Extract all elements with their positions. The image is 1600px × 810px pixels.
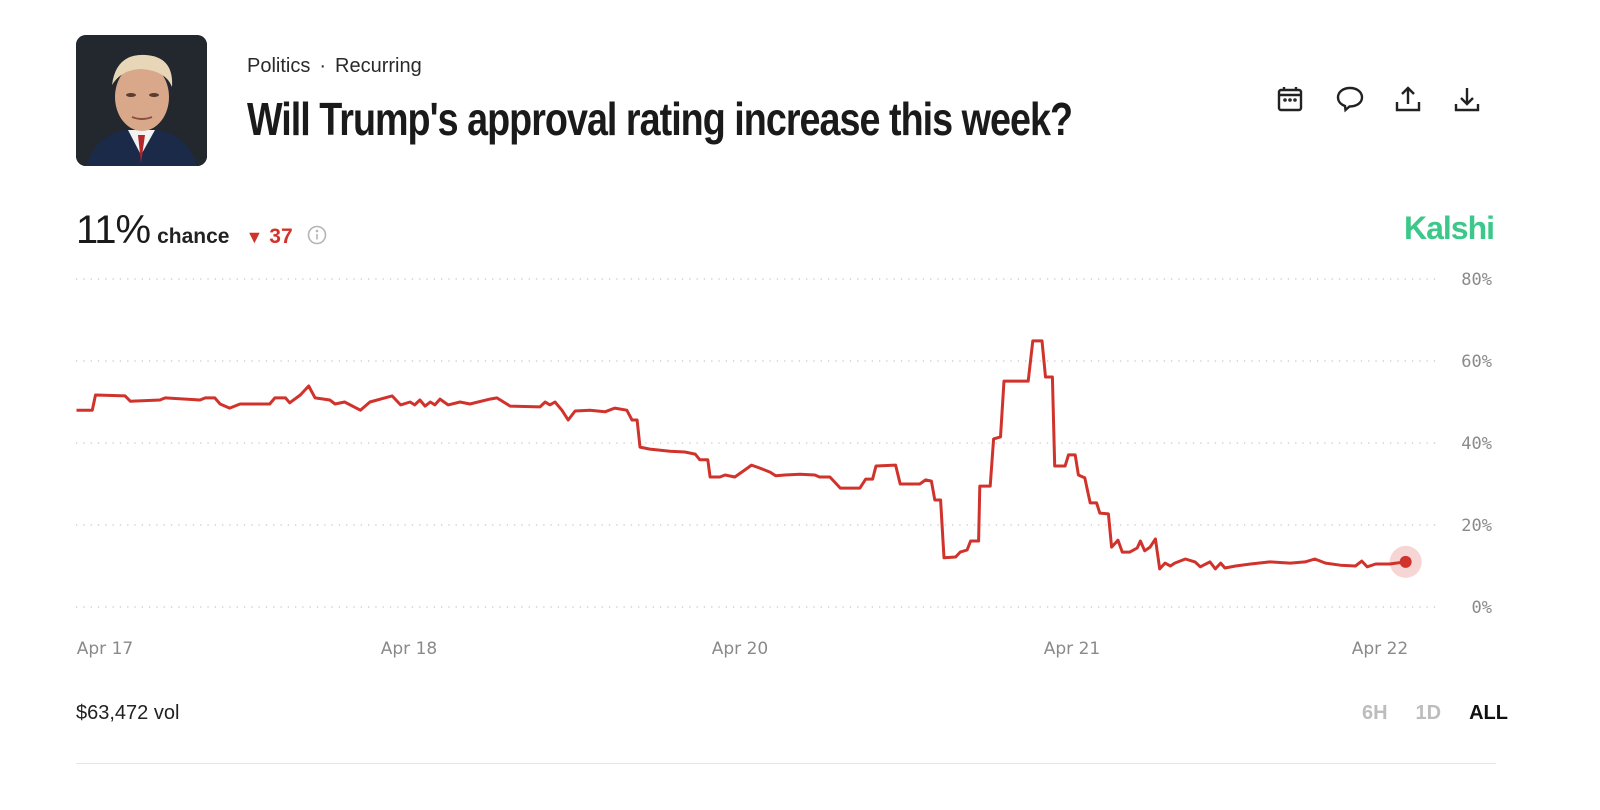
x-tick-label: Apr 20 — [712, 639, 768, 659]
volume-label: $63,472 vol — [76, 702, 180, 724]
category-link[interactable]: Politics — [247, 55, 311, 77]
probability-summary: 11% chance ▼ 37 — [76, 208, 326, 253]
y-tick-label: 80% — [1461, 270, 1492, 290]
download-icon[interactable] — [1453, 84, 1481, 114]
calendar-icon[interactable] — [1276, 84, 1304, 114]
range-all[interactable]: ALL — [1469, 702, 1508, 724]
down-triangle-icon: ▼ — [245, 227, 264, 247]
y-tick-label: 20% — [1461, 516, 1492, 536]
header-actions — [1276, 84, 1481, 114]
breadcrumb-separator: · — [319, 55, 327, 77]
y-tick-label: 40% — [1461, 434, 1492, 454]
market-image — [76, 35, 207, 166]
series-line — [76, 339, 1406, 571]
change-indicator: ▼ 37 — [245, 225, 292, 249]
range-selector: 6H 1D ALL — [1362, 702, 1508, 725]
x-tick-label: Apr 18 — [381, 639, 437, 659]
y-tick-label: 0% — [1472, 598, 1492, 618]
kalshi-logo: Kalshi — [1404, 210, 1495, 246]
comment-icon[interactable] — [1335, 84, 1364, 114]
y-tick-label: 60% — [1461, 352, 1492, 372]
change-value: 37 — [269, 225, 293, 248]
portrait-illustration — [76, 35, 207, 166]
range-1d[interactable]: 1D — [1415, 702, 1442, 724]
share-icon[interactable] — [1394, 84, 1422, 114]
x-tick-label: Apr 21 — [1044, 639, 1100, 659]
chance-label: chance — [157, 225, 230, 248]
range-6h[interactable]: 6H — [1361, 702, 1388, 724]
divider — [76, 763, 1496, 764]
x-tick-label: Apr 22 — [1352, 639, 1408, 659]
page-title: Will Trump's approval rating increase th… — [247, 93, 1073, 145]
breadcrumb: Politics · Recurring — [247, 55, 422, 78]
current-point-marker[interactable] — [1399, 555, 1412, 568]
chance-value: 11% — [76, 208, 151, 252]
info-icon[interactable] — [307, 225, 326, 245]
recurring-tag[interactable]: Recurring — [335, 55, 422, 77]
x-tick-label: Apr 17 — [77, 639, 133, 659]
